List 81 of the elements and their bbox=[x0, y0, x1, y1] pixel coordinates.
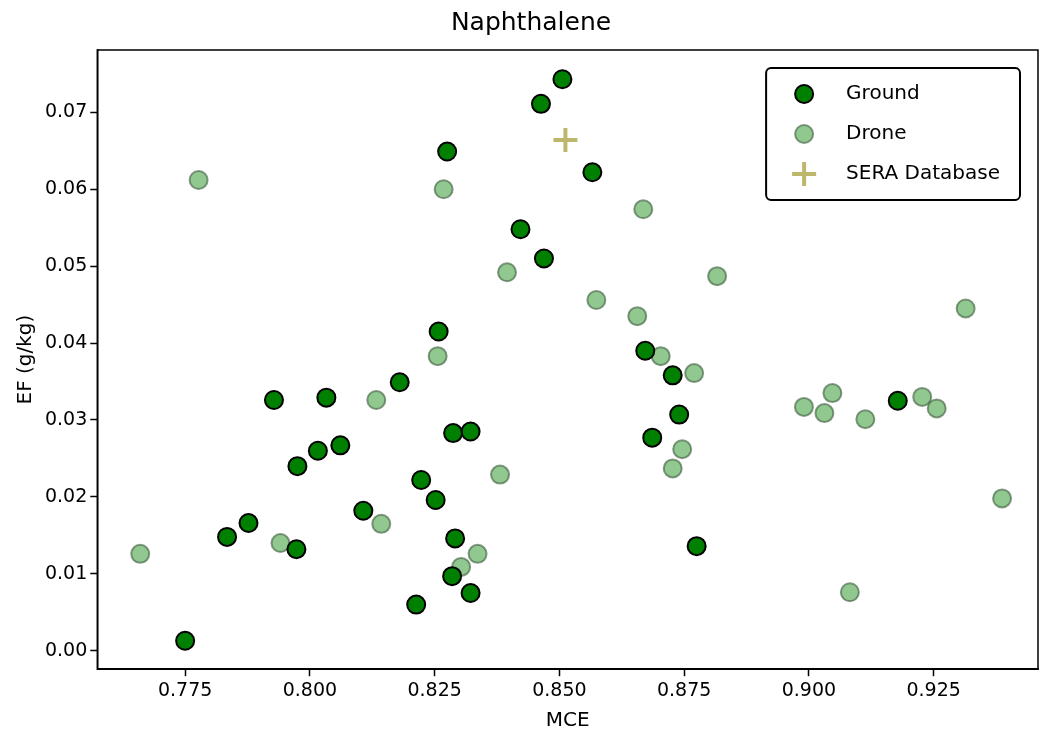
point bbox=[433, 179, 454, 200]
point bbox=[553, 128, 578, 152]
point bbox=[238, 513, 259, 534]
point bbox=[286, 539, 307, 560]
point bbox=[353, 500, 374, 521]
point bbox=[442, 566, 463, 587]
point bbox=[287, 456, 308, 477]
point bbox=[793, 396, 814, 417]
x-tick-label: 0.800 bbox=[282, 677, 338, 700]
point bbox=[406, 594, 427, 615]
point bbox=[582, 162, 603, 183]
point bbox=[411, 469, 432, 490]
point bbox=[887, 390, 908, 411]
point bbox=[270, 533, 291, 554]
point bbox=[992, 488, 1013, 509]
point bbox=[130, 543, 151, 564]
point bbox=[217, 526, 238, 547]
point bbox=[497, 262, 518, 283]
y-axis-title: EF (g/kg) bbox=[12, 314, 37, 405]
point bbox=[330, 435, 351, 456]
point bbox=[669, 404, 690, 425]
x-tick-label: 0.875 bbox=[656, 677, 712, 700]
y-tick-label: 0.05 bbox=[44, 253, 88, 276]
point bbox=[926, 398, 947, 419]
x-tick-label: 0.775 bbox=[157, 677, 213, 700]
point bbox=[366, 389, 387, 410]
y-tick-label: 0.01 bbox=[44, 560, 88, 583]
legend-label: Ground bbox=[846, 80, 920, 105]
point bbox=[955, 298, 976, 319]
x-axis-title: MCE bbox=[545, 707, 590, 732]
chart-title: Naphthalene bbox=[450, 6, 612, 36]
point bbox=[389, 372, 410, 393]
point bbox=[188, 169, 209, 190]
point bbox=[627, 306, 648, 327]
point bbox=[533, 248, 554, 269]
y-tick-label: 0.04 bbox=[44, 330, 88, 352]
point bbox=[437, 141, 458, 162]
point bbox=[467, 543, 488, 564]
point bbox=[814, 403, 835, 424]
point bbox=[425, 489, 446, 510]
point bbox=[707, 266, 728, 287]
point bbox=[662, 458, 683, 479]
point bbox=[263, 389, 284, 410]
point bbox=[307, 440, 328, 461]
point bbox=[460, 421, 481, 442]
point bbox=[510, 219, 531, 240]
point bbox=[175, 630, 196, 651]
point bbox=[633, 199, 654, 220]
point bbox=[586, 289, 607, 310]
point bbox=[530, 93, 551, 114]
point bbox=[642, 427, 663, 448]
point bbox=[686, 536, 707, 557]
point bbox=[443, 423, 464, 444]
point bbox=[650, 346, 671, 367]
x-tick-label: 0.900 bbox=[781, 677, 837, 700]
point bbox=[822, 383, 843, 404]
point bbox=[460, 583, 481, 604]
y-tick-label: 0.03 bbox=[44, 406, 88, 429]
y-tick-label: 0.02 bbox=[44, 483, 88, 506]
point bbox=[428, 321, 449, 342]
point bbox=[490, 464, 511, 485]
point bbox=[427, 346, 448, 367]
x-tick-label: 0.825 bbox=[407, 677, 462, 700]
legend-label: SERA Database bbox=[846, 160, 1000, 185]
y-tick-label: 0.00 bbox=[44, 637, 88, 660]
point bbox=[635, 340, 656, 361]
x-tick-label: 0.850 bbox=[532, 677, 587, 700]
y-tick-label: 0.07 bbox=[44, 99, 88, 122]
point bbox=[855, 409, 876, 430]
point bbox=[316, 387, 337, 408]
point bbox=[672, 439, 693, 460]
point bbox=[371, 513, 392, 534]
legend-label: Drone bbox=[846, 120, 907, 145]
point bbox=[552, 69, 573, 90]
point bbox=[839, 582, 860, 603]
point bbox=[684, 363, 705, 384]
point bbox=[445, 528, 466, 549]
y-tick-label: 0.06 bbox=[44, 176, 88, 199]
point bbox=[662, 365, 683, 386]
x-tick-label: 0.925 bbox=[906, 677, 961, 700]
point bbox=[912, 386, 933, 407]
